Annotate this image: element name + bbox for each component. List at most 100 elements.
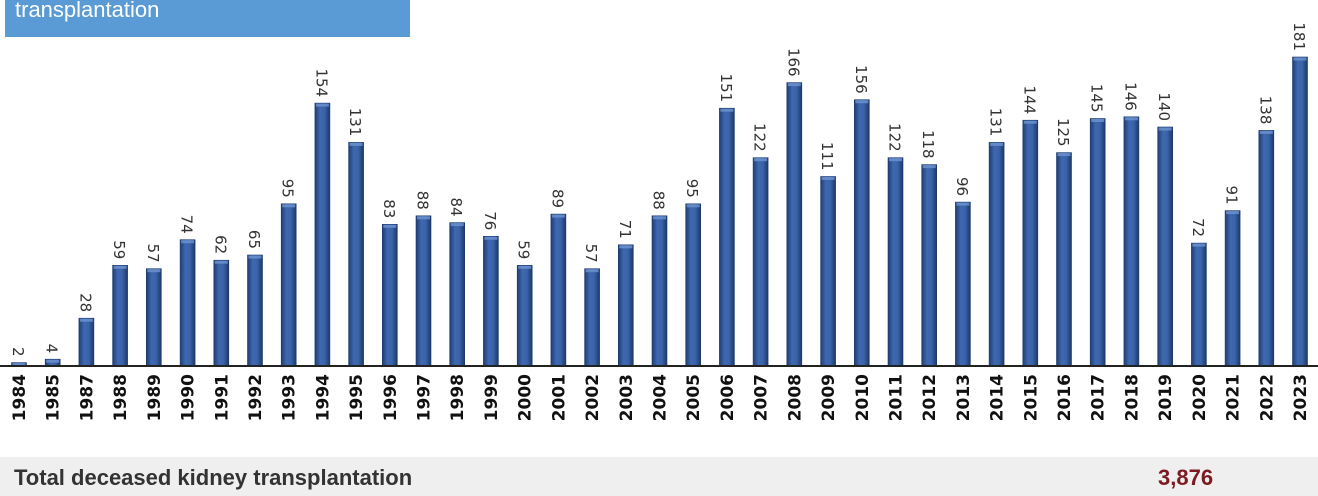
year-label-2004: 2004 <box>651 374 671 421</box>
value-label-2008: 166 <box>784 48 802 77</box>
year-label-1997: 1997 <box>415 374 435 421</box>
bar-highlight-1999 <box>484 236 498 240</box>
bar-2007 <box>752 157 769 367</box>
bar-1990 <box>179 239 196 367</box>
year-label-2023: 2023 <box>1291 374 1311 421</box>
value-label-2003: 71 <box>616 220 634 239</box>
bar-highlight-2016 <box>1057 153 1071 157</box>
value-label-2013: 96 <box>953 177 971 196</box>
bar-2020 <box>1191 242 1207 367</box>
year-label-2007: 2007 <box>752 374 772 421</box>
total-value: 3,876 <box>1158 465 1214 490</box>
bar-highlight-1990 <box>181 240 195 244</box>
year-label-1998: 1998 <box>448 374 468 421</box>
value-label-2020: 72 <box>1189 218 1207 237</box>
year-label-2017: 2017 <box>1089 374 1109 421</box>
value-label-2006: 151 <box>717 74 735 103</box>
chart-title-box: transplantation <box>5 0 410 37</box>
year-label-2019: 2019 <box>1156 374 1176 421</box>
year-label-1985: 1985 <box>44 374 64 421</box>
bar-2019 <box>1157 126 1173 367</box>
bar-highlight-1987 <box>79 318 93 322</box>
bar-2009 <box>820 176 836 367</box>
value-label-2005: 95 <box>683 179 701 198</box>
bar-highlight-1993 <box>282 204 296 208</box>
bar-highlight-1992 <box>248 255 262 259</box>
bar-highlight-1988 <box>113 265 127 269</box>
bar-highlight-1991 <box>214 260 228 264</box>
value-label-1997: 88 <box>414 191 432 210</box>
year-label-2008: 2008 <box>785 374 805 421</box>
year-label-1992: 1992 <box>246 374 266 421</box>
bar-1994 <box>314 102 331 367</box>
bar-highlight-1995 <box>349 142 363 146</box>
bar-highlight-1994 <box>315 103 329 107</box>
bar-highlight-1985 <box>46 359 60 363</box>
bar-highlight-2009 <box>821 177 835 180</box>
year-label-2014: 2014 <box>988 374 1008 421</box>
value-label-2014: 131 <box>987 108 1005 137</box>
year-label-2013: 2013 <box>954 374 974 421</box>
value-label-1995: 131 <box>346 108 364 137</box>
bar-2014 <box>988 142 1005 367</box>
value-label-2022: 138 <box>1256 96 1274 125</box>
value-label-2012: 118 <box>919 130 937 159</box>
value-label-2018: 146 <box>1121 82 1139 111</box>
value-label-1988: 59 <box>110 240 128 259</box>
value-label-1999: 76 <box>481 211 499 230</box>
year-label-2003: 2003 <box>617 374 637 421</box>
bar-2008 <box>786 82 803 367</box>
bar-highlight-2018 <box>1124 117 1138 121</box>
bar-1989 <box>146 268 162 367</box>
value-label-2010: 156 <box>852 65 870 94</box>
bar-1998 <box>449 222 466 367</box>
bar-1997 <box>415 215 432 367</box>
bar-highlight-2007 <box>754 158 768 162</box>
year-label-2010: 2010 <box>853 374 873 421</box>
year-label-1989: 1989 <box>145 374 165 421</box>
bar-highlight-2013 <box>956 202 970 206</box>
value-label-2009: 111 <box>818 142 836 171</box>
year-label-1996: 1996 <box>381 374 401 421</box>
bar-highlight-2010 <box>855 100 869 104</box>
bar-highlight-2008 <box>787 83 801 87</box>
value-label-2007: 122 <box>751 123 769 152</box>
value-label-1987: 28 <box>76 293 94 312</box>
year-label-1993: 1993 <box>280 374 300 421</box>
value-label-2021: 91 <box>1223 186 1241 205</box>
year-label-1987: 1987 <box>77 374 97 421</box>
bar-2021 <box>1224 210 1241 367</box>
bar-highlight-2000 <box>518 265 532 269</box>
year-label-2020: 2020 <box>1190 374 1210 421</box>
bar-2006 <box>719 107 735 367</box>
bar-2017 <box>1089 118 1106 367</box>
year-label-2001: 2001 <box>549 374 569 421</box>
bar-highlight-2023 <box>1293 57 1307 61</box>
bar-1999 <box>483 236 499 367</box>
value-label-1990: 74 <box>178 215 196 234</box>
bar-highlight-2015 <box>1023 120 1037 124</box>
bar-2016 <box>1056 152 1072 367</box>
bar-highlight-2006 <box>720 108 734 112</box>
bar-highlight-2003 <box>619 245 633 249</box>
value-label-1998: 84 <box>447 198 465 217</box>
value-label-1993: 95 <box>279 179 297 198</box>
bar-1993 <box>280 203 297 367</box>
year-labels-group: 1984 1985 1987 1988 1989 1990 1991 1992 1993 1994… <box>10 374 1311 421</box>
bars-group <box>11 56 1308 367</box>
bar-highlight-2004 <box>653 216 666 220</box>
year-label-2009: 2009 <box>819 374 839 421</box>
value-label-2023: 181 <box>1290 22 1308 51</box>
bar-2010 <box>853 99 870 367</box>
bar-1992 <box>247 254 263 367</box>
value-label-1985: 4 <box>43 344 61 354</box>
year-label-2002: 2002 <box>583 374 603 421</box>
bar-2023 <box>1292 56 1308 367</box>
bar-1995 <box>348 142 364 367</box>
bar-highlight-2014 <box>990 142 1004 146</box>
bar-2004 <box>651 215 668 367</box>
value-label-2015: 144 <box>1020 86 1038 115</box>
bar-highlight-2021 <box>1226 211 1240 215</box>
bar-highlight-2001 <box>551 214 565 218</box>
bar-highlight-2019 <box>1158 127 1172 131</box>
